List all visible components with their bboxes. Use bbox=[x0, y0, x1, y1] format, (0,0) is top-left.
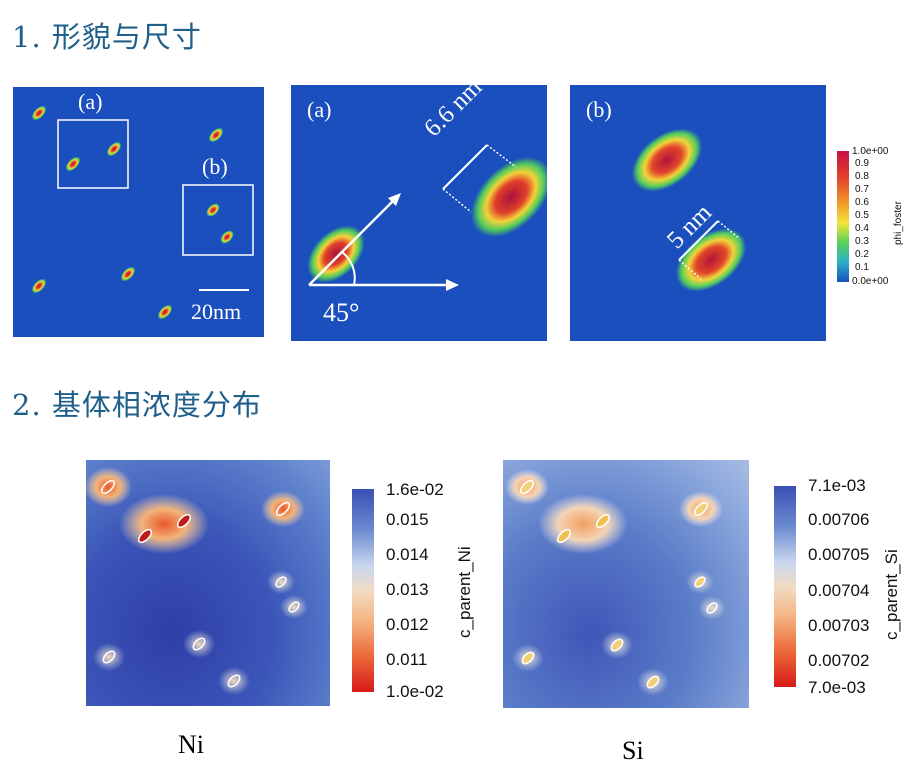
ni-tick: 0.012 bbox=[386, 615, 429, 634]
precipitate-outline bbox=[521, 651, 535, 665]
precipitate bbox=[206, 203, 220, 217]
precipitate-outline bbox=[556, 528, 572, 544]
precipitate bbox=[31, 105, 47, 121]
arrowhead-icon bbox=[388, 193, 401, 206]
angled-axis-arrow bbox=[308, 200, 394, 286]
depletion-halo bbox=[698, 596, 726, 620]
distance-bar bbox=[678, 220, 719, 261]
ni-tick: 0.013 bbox=[386, 580, 429, 599]
ni-tick: 0.011 bbox=[386, 650, 428, 669]
precipitate-outline bbox=[693, 501, 709, 517]
section-1-title: 1. 形貌与尺寸 bbox=[12, 20, 202, 54]
zoom-box-b bbox=[182, 184, 254, 256]
zoom-box-a bbox=[57, 119, 129, 189]
depletion-halo bbox=[183, 630, 215, 658]
ni-colorbar-min: 1.0e-02 bbox=[386, 682, 444, 701]
depletion-halo bbox=[538, 494, 628, 554]
precipitate-outline bbox=[137, 528, 153, 544]
arrowhead-icon bbox=[446, 279, 459, 291]
precipitate bbox=[106, 141, 122, 157]
ni-tick: 0.014 bbox=[386, 545, 429, 564]
si-colorbar bbox=[774, 486, 796, 687]
precipitate bbox=[208, 127, 224, 143]
panel-a-label: (a) bbox=[307, 97, 332, 122]
depletion-halo bbox=[218, 667, 250, 695]
phi-tick: 0.5 bbox=[855, 210, 869, 221]
si-tick: 0.00703 bbox=[808, 616, 870, 635]
precipitate-outline bbox=[275, 576, 287, 588]
precipitate bbox=[31, 278, 47, 294]
precipitate-outline bbox=[102, 650, 116, 664]
si-caption: Si bbox=[622, 736, 644, 765]
depletion-halo bbox=[261, 491, 305, 527]
si-concentration-map bbox=[503, 460, 749, 708]
phi-tick: 0.1 bbox=[855, 262, 869, 273]
si-tick: 0.00706 bbox=[808, 510, 870, 529]
zoom-panel-b: (b) 5 nm bbox=[570, 85, 826, 341]
precipitate bbox=[220, 230, 234, 244]
precipitate-outline bbox=[706, 602, 718, 614]
precipitate-outline bbox=[610, 638, 624, 652]
precipitate-outline bbox=[227, 674, 241, 688]
depletion-halo bbox=[119, 494, 209, 554]
ni-colorbar bbox=[352, 489, 374, 692]
precipitate-outline bbox=[100, 479, 116, 495]
si-tick: 0.00702 bbox=[808, 651, 870, 670]
precipitate-outline bbox=[595, 513, 611, 529]
depletion-halo bbox=[86, 467, 132, 507]
si-colorbar-min: 7.0e-03 bbox=[808, 678, 866, 697]
section-2-title: 2. 基体相浓度分布 bbox=[12, 388, 262, 422]
precipitate bbox=[65, 156, 81, 172]
extension-line bbox=[678, 259, 702, 280]
extension-line bbox=[442, 188, 472, 213]
angle-label: 45° bbox=[323, 298, 360, 327]
extension-line bbox=[717, 220, 741, 240]
precipitate-large bbox=[470, 156, 547, 238]
phi-tick: 0.9 bbox=[855, 158, 869, 169]
phi-colorbar-max: 1.0e+00 bbox=[852, 146, 889, 157]
depletion-halo bbox=[93, 643, 125, 671]
precipitate-outline bbox=[176, 513, 192, 529]
precipitate-outline bbox=[192, 637, 206, 651]
phi-colorbar-title: phi_foster bbox=[893, 201, 904, 245]
box-b-label: (b) bbox=[202, 154, 228, 179]
precipitate-outline bbox=[694, 576, 706, 588]
phi-colorbar-min: 0.0e+00 bbox=[852, 276, 889, 287]
scale-bar-label: 20nm bbox=[191, 299, 242, 324]
precipitate-outline bbox=[519, 479, 535, 495]
ni-tick: 0.015 bbox=[386, 510, 429, 529]
phi-tick: 0.7 bbox=[855, 184, 869, 195]
precipitate-outline bbox=[646, 675, 660, 689]
si-colorbar-title: c_parent_Si bbox=[882, 549, 901, 640]
ni-colorbar-title: c_parent_Ni bbox=[455, 546, 474, 638]
phi-tick: 0.6 bbox=[855, 197, 869, 208]
phi-tick: 0.3 bbox=[855, 236, 869, 247]
ni-caption: Ni bbox=[178, 730, 204, 759]
ni-colorbar-max: 1.6e-02 bbox=[386, 480, 444, 499]
overview-panel: (a) (b) 20nm bbox=[13, 87, 264, 337]
box-a-label: (a) bbox=[78, 89, 103, 114]
si-tick: 0.00705 bbox=[808, 545, 870, 564]
depletion-halo bbox=[267, 570, 295, 594]
precipitate-large bbox=[631, 128, 703, 192]
panel-b-label: (b) bbox=[586, 97, 612, 122]
length-bar bbox=[442, 144, 488, 190]
precipitate-outline bbox=[275, 501, 291, 517]
phi-tick: 0.2 bbox=[855, 249, 869, 260]
zoom-panel-a: (a) 6.6 nm 45° bbox=[291, 85, 547, 341]
si-colorbar-max: 7.1e-03 bbox=[808, 476, 866, 495]
precipitate-large bbox=[307, 225, 365, 283]
si-tick: 0.00704 bbox=[808, 581, 870, 600]
phi-tick: 0.8 bbox=[855, 171, 869, 182]
phi-colorbar bbox=[837, 151, 849, 282]
precipitate bbox=[120, 266, 136, 282]
ni-concentration-map bbox=[86, 460, 330, 706]
precipitate-outline bbox=[288, 601, 300, 613]
phi-tick: 0.4 bbox=[855, 223, 869, 234]
depletion-halo bbox=[280, 595, 308, 619]
angle-arc bbox=[341, 251, 356, 286]
precipitate bbox=[157, 304, 173, 320]
